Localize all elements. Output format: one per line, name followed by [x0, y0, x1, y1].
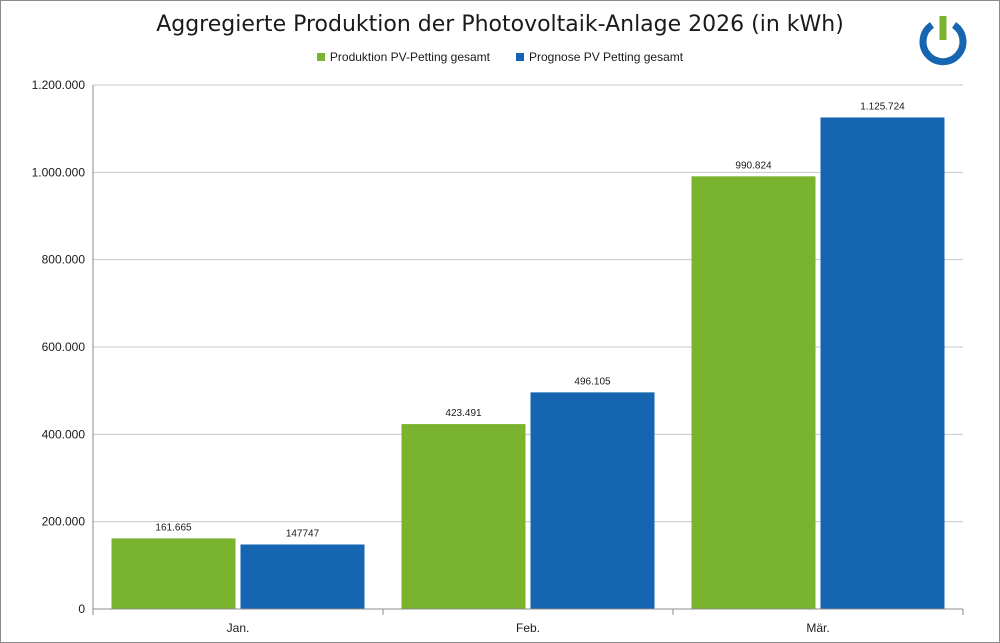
bar-prognose: [820, 117, 945, 610]
x-tick-label: Mär.: [806, 621, 829, 635]
legend-label-produktion: Produktion PV-Petting gesamt: [329, 50, 490, 64]
bar-produktion: [691, 176, 816, 609]
legend-item-produktion: Produktion PV-Petting gesamt: [316, 50, 490, 64]
y-tick-label: 1.200.000: [32, 78, 86, 92]
bar-produktion: [111, 538, 236, 609]
y-tick-label: 400.000: [42, 427, 86, 441]
data-label: 147747: [286, 528, 320, 539]
y-tick-label: 200.000: [42, 515, 86, 529]
legend-swatch-prognose: [516, 53, 524, 61]
x-tick-label: Feb.: [516, 621, 540, 635]
legend-item-prognose: Prognose PV Petting gesamt: [516, 50, 683, 64]
data-label: 161.665: [155, 522, 192, 533]
data-label: 1.125.724: [860, 101, 905, 112]
y-tick-label: 0: [78, 602, 85, 616]
legend: Produktion PV-Petting gesamt Prognose PV…: [0, 50, 1000, 64]
y-tick-label: 600.000: [42, 340, 86, 354]
bar-produktion: [401, 424, 526, 609]
y-tick-label: 800.000: [42, 253, 86, 267]
x-tick-label: Jan.: [227, 621, 250, 635]
y-tick-label: 1.000.000: [32, 165, 86, 179]
legend-swatch-produktion: [316, 53, 325, 61]
bar-prognose: [530, 392, 655, 609]
data-label: 423.491: [445, 408, 482, 419]
chart-title: Aggregierte Produktion der Photovoltaik-…: [156, 12, 844, 37]
legend-label-prognose: Prognose PV Petting gesamt: [529, 50, 684, 64]
data-label: 990.824: [735, 160, 772, 171]
data-label: 496.105: [574, 376, 611, 387]
power-icon: [919, 16, 967, 66]
bar-prognose: [240, 544, 365, 609]
